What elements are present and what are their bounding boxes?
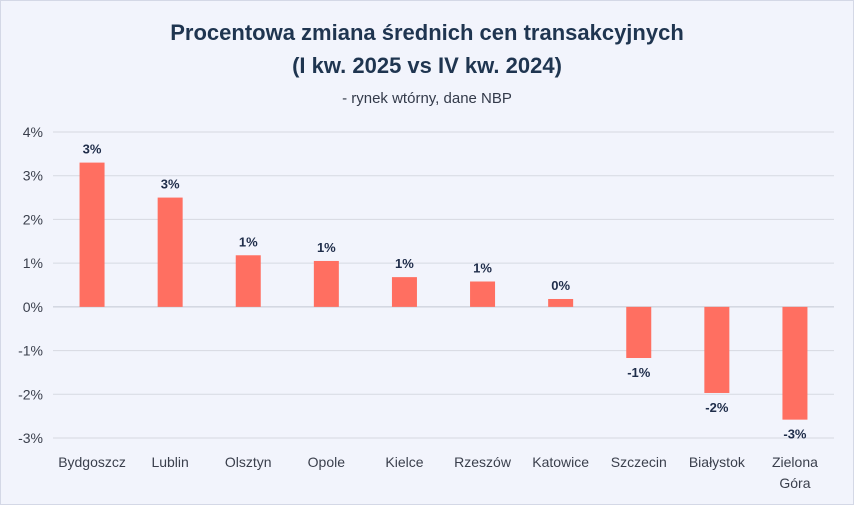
bars (79, 162, 808, 420)
data-label: -1% (627, 365, 651, 380)
y-tick-label: 1% (23, 255, 43, 271)
data-label: 3% (161, 177, 180, 192)
x-tick-label: Szczecin (611, 454, 667, 470)
data-label: 1% (473, 261, 492, 276)
data-label: 1% (317, 240, 336, 255)
x-tick-label: Kielce (385, 454, 423, 470)
x-tick-label: Białystok (689, 454, 746, 470)
x-tick-label: Olsztyn (225, 454, 272, 470)
y-tick-label: 2% (23, 211, 43, 227)
bar (704, 306, 730, 393)
bar (79, 162, 105, 307)
data-label: 3% (83, 142, 102, 157)
data-label: 0% (551, 278, 570, 293)
y-axis-ticks: 4% 3% 2% 1% 0% -1% -2% -3% (18, 124, 43, 446)
bar (548, 298, 574, 307)
bar (782, 306, 808, 420)
data-label: 1% (239, 234, 258, 249)
x-tick-label: Zielona (772, 454, 818, 470)
chart-title-line2: (I kw. 2025 vs IV kw. 2024) (292, 53, 562, 78)
y-tick-label: 3% (23, 168, 43, 184)
bar (313, 260, 339, 307)
y-tick-label: -2% (18, 386, 43, 402)
y-tick-label: -1% (18, 343, 43, 359)
x-tick-label: Rzeszów (454, 454, 512, 470)
bar (470, 281, 496, 307)
y-tick-label: -3% (18, 430, 43, 446)
x-tick-label: Góra (779, 475, 810, 491)
data-labels: 3% 3% 1% 1% 1% 1% 0% -1% -2% -3% (83, 142, 807, 442)
x-axis-ticks: Bydgoszcz Lublin Olsztyn Opole Kielce Rzeszów… (58, 454, 818, 491)
y-tick-label: 0% (23, 299, 43, 315)
data-label: -3% (783, 427, 807, 442)
grid-lines (53, 131, 834, 439)
x-tick-label: Opole (308, 454, 346, 470)
chart-subtitle: - rynek wtórny, dane NBP (342, 90, 512, 107)
y-tick-label: 4% (23, 124, 43, 140)
x-tick-label: Lublin (151, 454, 188, 470)
bar (235, 255, 261, 307)
x-tick-label: Katowice (532, 454, 589, 470)
chart-title: Procentowa zmiana średnich cen transakcy… (170, 20, 684, 45)
data-label: 1% (395, 256, 414, 271)
bar (626, 306, 652, 359)
x-tick-label: Bydgoszcz (58, 454, 126, 470)
bar (157, 197, 183, 307)
data-label: -2% (705, 400, 729, 415)
bar (391, 277, 417, 307)
